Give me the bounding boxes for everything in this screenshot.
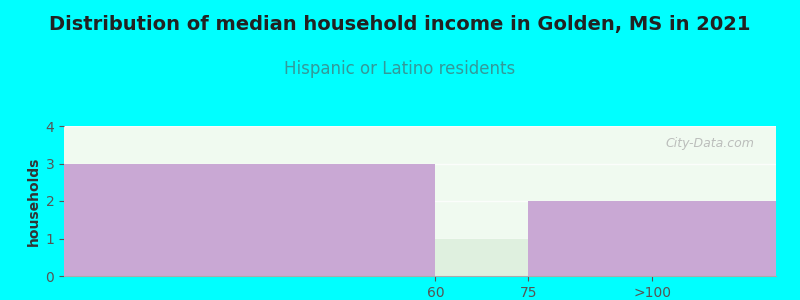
Text: Distribution of median household income in Golden, MS in 2021: Distribution of median household income …	[50, 15, 750, 34]
Bar	[435, 238, 528, 276]
Bar	[64, 164, 435, 276]
Text: Hispanic or Latino residents: Hispanic or Latino residents	[284, 60, 516, 78]
Bar	[528, 201, 776, 276]
Y-axis label: households: households	[27, 156, 42, 246]
Text: City-Data.com: City-Data.com	[666, 136, 754, 149]
